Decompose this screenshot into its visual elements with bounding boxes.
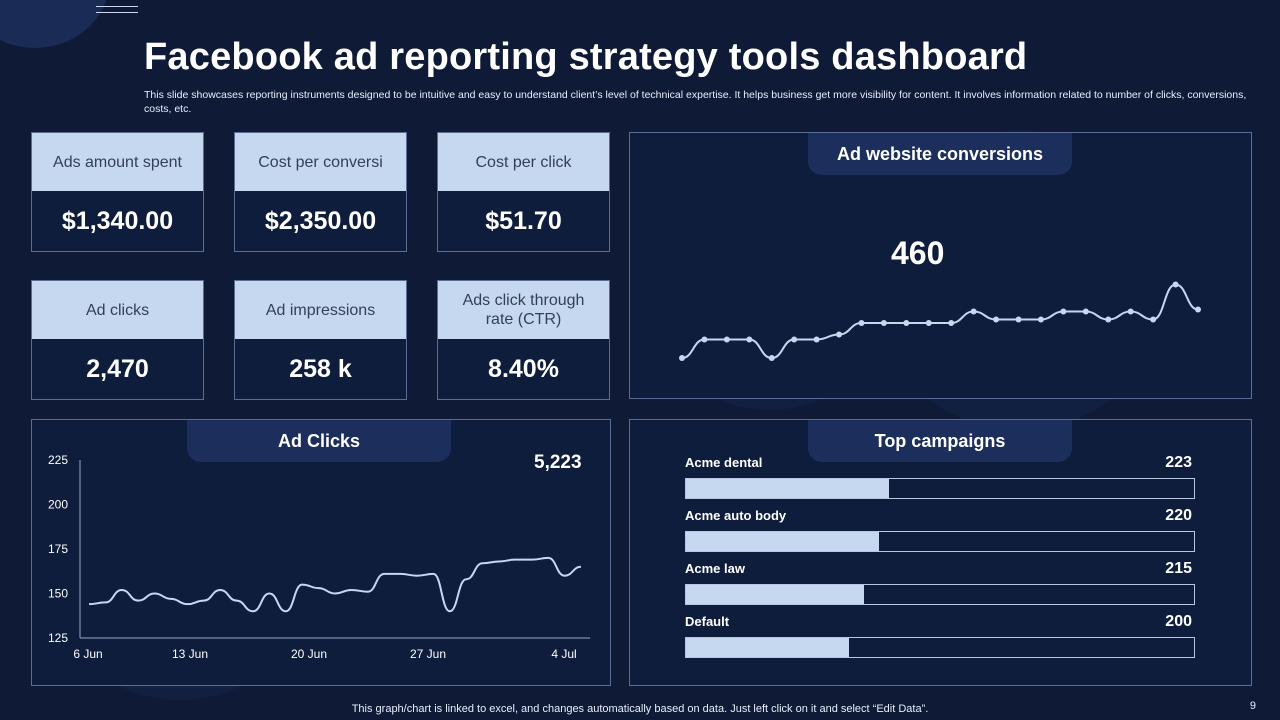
conversions-point: [791, 336, 798, 343]
y-tick-label: 125: [48, 631, 68, 645]
conversions-point: [925, 320, 932, 326]
kpi-label: Cost per conversi: [235, 133, 406, 191]
x-tick-label: 20 Jun: [291, 647, 327, 661]
campaign-name: Acme auto body: [685, 508, 787, 523]
conversions-point: [1195, 306, 1201, 313]
campaign-bar-fill: [686, 532, 880, 551]
campaign-bar-fill: [686, 585, 864, 604]
conversions-point: [723, 336, 730, 343]
campaign-value: 200: [1165, 613, 1192, 630]
kpi-value: $51.70: [485, 206, 562, 235]
page-subtitle: This slide showcases reporting instrumen…: [144, 89, 1247, 115]
conversions-point: [1037, 316, 1044, 323]
x-tick-label: 4 Jul: [551, 647, 576, 661]
campaign-value: 220: [1165, 507, 1192, 524]
campaign-bar-fill: [686, 479, 890, 498]
conversions-point: [836, 331, 843, 338]
y-tick-label: 150: [48, 587, 68, 601]
conversions-point: [813, 336, 820, 343]
kpi-card-ctr: Ads click through rate (CTR) 8.40%: [437, 280, 610, 400]
conversions-point: [1105, 316, 1112, 323]
conversions-total: 460: [891, 235, 945, 271]
kpi-label: Cost per click: [438, 133, 609, 191]
conversions-point: [858, 320, 865, 326]
campaign-value: 223: [1165, 454, 1192, 471]
kpi-card-cost-per-click: Cost per click $51.70: [437, 132, 610, 252]
kpi-value: 2,470: [86, 354, 149, 383]
conversions-panel-title: Ad website conversions: [808, 133, 1072, 175]
footer-note: This graph/chart is linked to excel, and…: [351, 703, 929, 715]
ad-clicks-total: 5,223: [534, 452, 582, 473]
campaign-name: Default: [685, 614, 730, 629]
conversions-sparkline: [679, 281, 1201, 361]
kpi-value: 258 k: [289, 354, 352, 383]
campaign-value: 215: [1165, 560, 1192, 577]
conversions-point: [880, 320, 887, 326]
conversions-point: [1150, 316, 1157, 323]
conversions-point: [1172, 281, 1179, 288]
top-campaigns-title: Top campaigns: [808, 420, 1072, 462]
page-number: 9: [1249, 700, 1256, 712]
conversions-point: [679, 355, 685, 361]
ad-clicks-panel: Ad Clicks 5,223 225 200 175 150 125 6 Jun 13 J…: [31, 419, 611, 686]
ad-clicks-series-line: [88, 556, 582, 613]
x-tick-label: 6 Jun: [73, 647, 102, 661]
corner-decoration: [0, 0, 110, 48]
y-tick-label: 200: [48, 498, 68, 512]
kpi-card-ad-impressions: Ad impressions 258 k: [234, 280, 407, 400]
page-title: Facebook ad reporting strategy tools das…: [144, 36, 1028, 78]
conversions-point: [993, 316, 1000, 323]
conversions-point: [903, 320, 910, 326]
campaign-name: Acme dental: [685, 455, 763, 470]
conversions-point: [1015, 316, 1022, 323]
campaign-bar-track: [685, 531, 1195, 552]
kpi-label: Ad impressions: [235, 281, 406, 339]
ad-clicks-chart: 225 200 175 150 125 6 Jun 13 Jun 20 Jun 27 Jun 4 …: [48, 453, 590, 661]
conversions-point: [1082, 308, 1089, 315]
kpi-card-ads-amount-spent: Ads amount spent $1,340.00: [31, 132, 204, 252]
x-tick-label: 13 Jun: [172, 647, 208, 661]
top-campaigns-panel: Top campaigns Acme dental 223 Acme auto …: [629, 419, 1252, 686]
conversions-panel: Ad website conversions 460: [629, 132, 1252, 399]
campaign-bar-track: [685, 584, 1195, 605]
ad-clicks-panel-title: Ad Clicks: [187, 420, 451, 462]
conversions-point: [1060, 308, 1067, 315]
kpi-card-cost-per-conversion: Cost per conversi $2,350.00: [234, 132, 407, 252]
conversions-point: [970, 308, 977, 315]
kpi-value: 8.40%: [488, 354, 559, 383]
y-tick-label: 225: [48, 453, 68, 467]
campaign-bar-track: [685, 637, 1195, 658]
campaign-name: Acme law: [685, 561, 745, 576]
kpi-value: $2,350.00: [264, 206, 377, 235]
kpi-label: Ads amount spent: [32, 133, 203, 191]
conversions-point: [746, 336, 753, 343]
campaign-bar-fill: [686, 638, 849, 657]
kpi-value: $1,340.00: [61, 206, 174, 235]
kpi-label: Ad clicks: [32, 281, 203, 339]
conversions-point: [1127, 308, 1134, 315]
y-tick-label: 175: [48, 542, 68, 556]
conversions-point: [768, 355, 775, 361]
kpi-card-ad-clicks: Ad clicks 2,470: [31, 280, 204, 400]
kpi-label: Ads click through rate (CTR): [438, 281, 609, 339]
conversions-series-line: [681, 283, 1199, 360]
menu-lines-icon: [96, 6, 138, 16]
conversions-point: [701, 336, 708, 343]
campaign-bar-track: [685, 478, 1195, 499]
conversions-point: [948, 320, 955, 326]
x-tick-label: 27 Jun: [410, 647, 446, 661]
